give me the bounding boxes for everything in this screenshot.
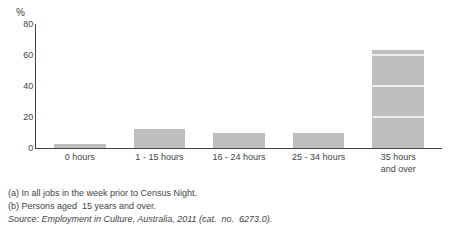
svg-text:16 - 24 hours: 16 - 24 hours <box>212 152 266 162</box>
svg-text:Source: Employment in Culture,: Source: Employment in Culture, Australia… <box>8 214 272 224</box>
svg-text:80: 80 <box>23 19 33 29</box>
svg-text:35 hoursand over: 35 hoursand over <box>381 152 417 174</box>
svg-text:25 - 34 hours: 25 - 34 hours <box>292 152 346 162</box>
svg-text:1 - 15 hours: 1 - 15 hours <box>135 152 184 162</box>
svg-text:0: 0 <box>28 143 33 153</box>
svg-text:20: 20 <box>23 112 33 122</box>
svg-text:60: 60 <box>23 50 33 60</box>
svg-text:%: % <box>16 7 25 18</box>
svg-text:(a) In all jobs in the week pr: (a) In all jobs in the week prior to Cen… <box>8 188 197 198</box>
svg-text:0 hours: 0 hours <box>65 152 96 162</box>
svg-text:(b) Persons aged 15 years and: (b) Persons aged 15 years and over. <box>8 201 156 211</box>
svg-text:40: 40 <box>23 81 33 91</box>
